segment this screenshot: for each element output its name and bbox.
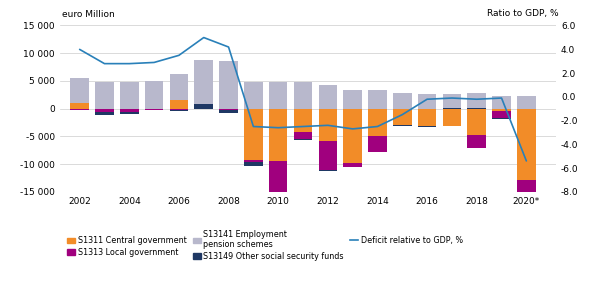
- Bar: [95, 82, 114, 109]
- Bar: [418, 94, 437, 109]
- Bar: [468, 93, 486, 109]
- Bar: [170, 74, 188, 109]
- Bar: [219, 61, 238, 109]
- Bar: [393, 93, 411, 109]
- Bar: [145, 109, 163, 110]
- Bar: [368, 109, 387, 136]
- Bar: [294, 82, 312, 109]
- Bar: [517, 96, 536, 109]
- Bar: [393, 109, 411, 125]
- Bar: [145, 110, 163, 111]
- Bar: [194, 104, 213, 109]
- Bar: [71, 109, 89, 110]
- Bar: [120, 82, 139, 109]
- Bar: [443, 94, 461, 109]
- Bar: [492, 96, 511, 109]
- Text: Ratio to GDP, %: Ratio to GDP, %: [487, 9, 559, 18]
- Bar: [443, 109, 461, 126]
- Bar: [319, 170, 337, 171]
- Bar: [468, 135, 486, 148]
- Bar: [294, 109, 312, 132]
- Bar: [120, 109, 139, 112]
- Bar: [95, 109, 114, 112]
- Bar: [170, 100, 188, 109]
- Bar: [368, 136, 387, 152]
- Bar: [343, 90, 362, 109]
- Bar: [368, 90, 387, 109]
- Bar: [145, 81, 163, 109]
- Bar: [269, 82, 288, 109]
- Bar: [95, 112, 114, 115]
- Bar: [319, 85, 337, 109]
- Bar: [319, 109, 337, 141]
- Bar: [269, 161, 288, 193]
- Bar: [492, 109, 511, 111]
- Bar: [319, 141, 337, 170]
- Bar: [443, 108, 461, 109]
- Bar: [120, 112, 139, 114]
- Bar: [194, 60, 213, 109]
- Bar: [244, 82, 263, 109]
- Bar: [418, 126, 437, 127]
- Bar: [294, 139, 312, 140]
- Bar: [71, 103, 89, 109]
- Bar: [269, 109, 288, 161]
- Bar: [244, 109, 263, 160]
- Bar: [468, 108, 486, 109]
- Bar: [393, 125, 411, 126]
- Bar: [294, 132, 312, 139]
- Legend: S1311 Central government, S1313 Local government, S13141 Employment
pension sche: S1311 Central government, S1313 Local go…: [64, 227, 466, 264]
- Bar: [517, 180, 536, 203]
- Bar: [170, 109, 188, 111]
- Bar: [219, 109, 238, 111]
- Bar: [244, 160, 263, 162]
- Bar: [517, 109, 536, 180]
- Bar: [492, 118, 511, 119]
- Bar: [418, 109, 437, 126]
- Bar: [219, 111, 238, 113]
- Bar: [269, 193, 288, 195]
- Bar: [492, 111, 511, 118]
- Bar: [468, 109, 486, 135]
- Bar: [517, 203, 536, 204]
- Bar: [244, 162, 263, 166]
- Bar: [343, 109, 362, 163]
- Bar: [343, 163, 362, 167]
- Bar: [71, 78, 89, 109]
- Text: euro Million: euro Million: [62, 10, 115, 19]
